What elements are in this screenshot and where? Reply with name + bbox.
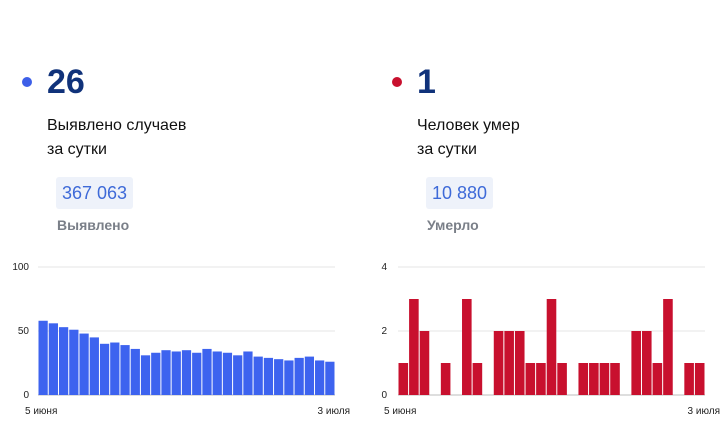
cases-bar — [233, 355, 243, 395]
deaths-bar — [504, 331, 514, 395]
cases-bar — [161, 350, 171, 395]
cases-bar-chart: 0 50 100 5 июня 3 июля — [12, 262, 350, 417]
deaths-bar — [546, 299, 557, 395]
deaths-bar — [652, 363, 663, 395]
cases-bar — [202, 348, 212, 395]
deaths-bar — [398, 363, 409, 395]
deaths-bar — [472, 363, 483, 395]
cases-bar — [253, 356, 263, 395]
cases-bar — [69, 329, 79, 395]
cases-bar — [212, 351, 222, 395]
cases-bar — [315, 360, 325, 395]
cases-total-badge: 367 063 — [56, 177, 134, 209]
deaths-bar — [493, 331, 504, 395]
deaths-bar — [525, 363, 536, 395]
cases-bar — [294, 357, 304, 395]
deaths-bar — [663, 299, 673, 395]
cases-bar — [99, 343, 110, 395]
cases-bar — [284, 360, 294, 395]
deaths-x-start-label: 5 июня — [384, 406, 416, 417]
cases-description: Выявлено случаев за сутки — [47, 114, 247, 162]
cases-bar — [192, 352, 202, 395]
cases-bar — [151, 352, 161, 395]
deaths-desc-line1: Человек умер — [417, 117, 520, 134]
deaths-bar — [631, 331, 641, 395]
cases-bar — [325, 361, 335, 395]
deaths-description: Человек умер за сутки — [417, 114, 617, 162]
deaths-bar — [419, 331, 430, 395]
cases-bar — [181, 350, 192, 395]
cases-dot — [22, 77, 32, 87]
cases-x-start-label: 5 июня — [25, 406, 57, 417]
deaths-bar — [694, 363, 705, 395]
deaths-bar — [462, 299, 472, 395]
cases-bar — [222, 352, 233, 395]
deaths-y-tick-label: 4 — [381, 262, 387, 273]
cases-bar — [58, 327, 69, 395]
cases-bar — [171, 351, 181, 395]
cases-bar — [274, 359, 284, 395]
cases-bar — [304, 356, 315, 395]
deaths-daily-value: 1 — [417, 63, 436, 101]
cases-panel: 26 Выявлено случаев за сутки 367 063 Выя… — [0, 0, 363, 427]
deaths-bar-chart: 0 2 4 5 июня 3 июля — [381, 262, 720, 417]
cases-bar — [263, 357, 274, 395]
cases-bar — [140, 355, 151, 395]
deaths-bar — [514, 331, 525, 395]
cases-y-tick-label: 50 — [18, 326, 30, 337]
deaths-desc-line2: за сутки — [417, 141, 477, 158]
cases-bar — [48, 323, 58, 395]
deaths-x-end-label: 3 июля — [688, 406, 720, 417]
cases-bar — [89, 337, 99, 395]
deaths-panel: 1 Человек умер за сутки 10 880 Умерло 0 2… — [364, 0, 727, 427]
deaths-bar — [641, 331, 652, 395]
cases-bar — [243, 351, 253, 395]
deaths-y-tick-label: 0 — [381, 390, 387, 401]
deaths-bar — [599, 363, 610, 395]
deaths-bar — [684, 363, 694, 395]
cases-desc-line1: Выявлено случаев — [47, 117, 187, 134]
cases-daily-value: 26 — [47, 63, 85, 101]
deaths-bar — [578, 363, 589, 395]
cases-total-label: Выявлено — [57, 217, 130, 233]
cases-desc-line2: за сутки — [47, 141, 107, 158]
cases-bar — [130, 348, 140, 395]
cases-y-tick-label: 0 — [23, 390, 29, 401]
cases-bar — [110, 342, 120, 395]
cases-bar — [38, 320, 48, 395]
deaths-bar — [536, 363, 546, 395]
deaths-bar — [440, 363, 451, 395]
deaths-bar — [557, 363, 567, 395]
cases-bar — [120, 345, 130, 395]
cases-bar — [79, 333, 89, 395]
deaths-total-label: Умерло — [427, 217, 479, 233]
deaths-y-tick-label: 2 — [381, 326, 387, 337]
deaths-dot — [392, 77, 402, 87]
deaths-bar — [610, 363, 620, 395]
cases-y-tick-label: 100 — [12, 262, 29, 273]
deaths-total-badge: 10 880 — [426, 177, 494, 209]
cases-x-end-label: 3 июля — [318, 406, 350, 417]
deaths-bar — [409, 299, 419, 395]
deaths-bar — [589, 363, 599, 395]
